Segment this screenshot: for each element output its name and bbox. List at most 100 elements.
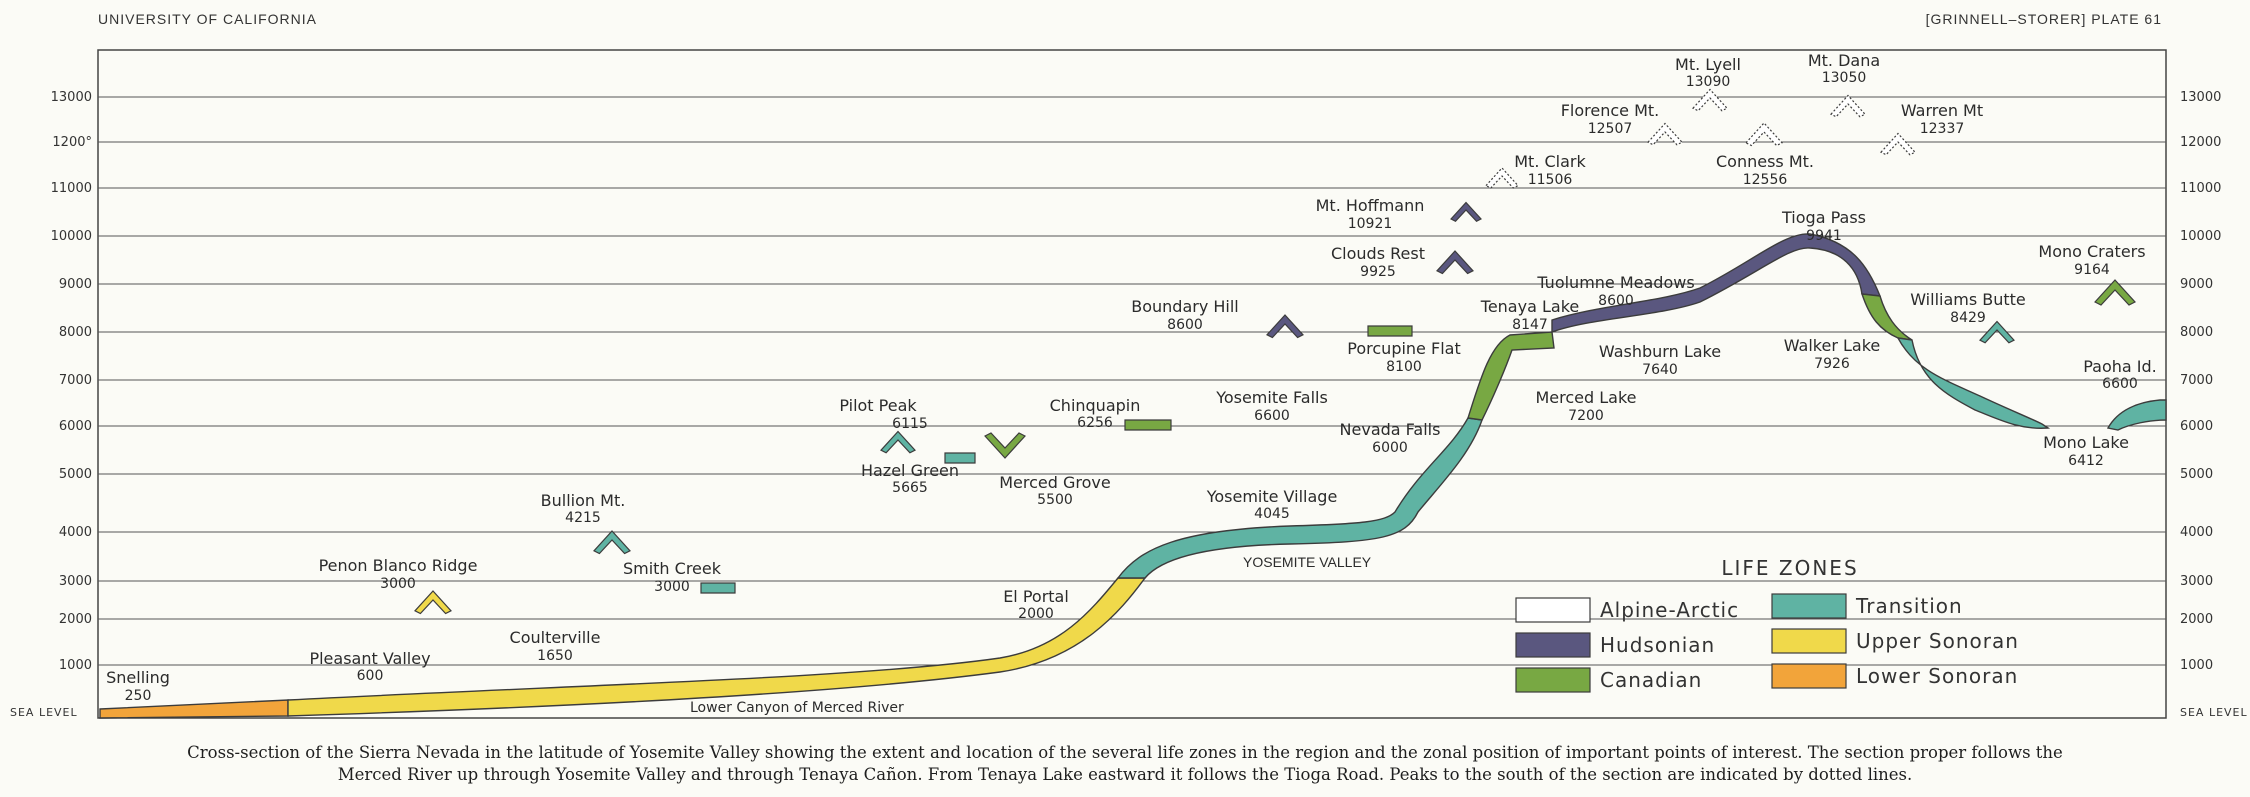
point-name-chinquapin: Chinquapin [1050,396,1141,415]
point-elevation-warren-mt: 12337 [1920,121,1965,137]
y-tick-label-right: 3000 [2180,574,2213,589]
figure-caption: Cross-section of the Sierra Nevada in th… [110,742,2140,786]
legend-swatch-canadian [1515,667,1591,693]
y-tick-label-right: 12000 [2180,135,2221,150]
legend-swatch-transition [1771,593,1847,619]
y-axis-right: SEA LEVEL 1000 2000 3000 4000 5000 6000 7000 800… [2180,90,2248,719]
marker-mt-clark [1485,167,1519,189]
marker-smith-creek [700,582,736,594]
point-name-nevada-falls: Nevada Falls [1340,420,1441,439]
y-tick-label-left: 9000 [59,277,92,292]
y-tick-label-right: 8000 [2180,325,2213,340]
y-tick-label-left: 6000 [59,419,92,434]
point-name-mt-hoffmann: Mt. Hoffmann [1316,196,1425,215]
point-elevation-mt-hoffmann: 10921 [1348,216,1393,232]
point-elevation-penon-blanco-ridge: 3000 [380,576,416,592]
header-plate-number: [GRINNELL–STORER] PLATE 61 [1925,11,2162,27]
point-name-tioga-pass: Tioga Pass [1781,208,1866,227]
lower-canyon-label: Lower Canyon of Merced River [690,700,904,716]
marker-boundary-hill [1266,314,1304,339]
point-elevation-tenaya-lake: 8147 [1512,317,1548,333]
marker-mono-craters [2094,279,2136,306]
profile-transition-paoha [2106,399,2167,431]
legend-swatch-alpine-arctic [1515,597,1591,623]
legend-label-lower-sonoran: Lower Sonoran [1856,664,2018,688]
point-elevation-florence-mt: 12507 [1588,121,1633,137]
y-tick-label-left: 3000 [59,574,92,589]
y-tick-label-right: SEA LEVEL [2180,706,2248,719]
point-name-tuolumne-meadows: Tuolumne Meadows [1536,273,1694,292]
point-name-merced-lake: Merced Lake [1535,388,1636,407]
point-name-tenaya-lake: Tenaya Lake [1480,297,1579,316]
legend-swatch-upper-sonoran [1771,628,1847,654]
marker-mt-hoffmann [1450,201,1482,222]
legend-label-upper-sonoran: Upper Sonoran [1856,629,2019,653]
point-name-washburn-lake: Washburn Lake [1599,342,1721,361]
plot-frame [97,49,2167,719]
y-tick-label-left: 2000 [59,612,92,627]
point-name-bullion-mt: Bullion Mt. [541,491,626,510]
point-elevation-walker-lake: 7926 [1814,356,1850,372]
marker-clouds-rest [1436,250,1474,275]
y-tick-label-right: 5000 [2180,467,2213,482]
profile-transition-mono [1896,337,2051,429]
point-elevation-conness-mt: 12556 [1743,172,1788,188]
point-name-pilot-peak: Pilot Peak [839,396,917,415]
marker-penon-blanco-ridge [414,590,452,615]
y-tick-label-right: 6000 [2180,419,2213,434]
y-tick-label-left: 11000 [51,181,92,196]
legend-label-canadian: Canadian [1600,668,1702,692]
caption-line-2: Merced River up through Yosemite Valley … [337,765,1913,784]
point-elevation-pleasant-valley: 600 [357,668,384,684]
point-elevation-mt-lyell: 13090 [1686,74,1731,90]
point-name-mt-clark: Mt. Clark [1514,152,1586,171]
point-name-walker-lake: Walker Lake [1784,336,1881,355]
point-name-yosemite-village: Yosemite Village [1206,487,1338,506]
point-elevation-chinquapin: 6256 [1077,415,1113,431]
point-elevation-porcupine-flat: 8100 [1386,359,1422,375]
point-elevation-washburn-lake: 7640 [1642,362,1678,378]
point-elevation-yosemite-village: 4045 [1254,506,1290,522]
point-name-paoha-id: Paoha Id. [2083,357,2157,376]
point-elevation-boundary-hill: 8600 [1167,317,1203,333]
y-tick-label-right: 7000 [2180,373,2213,388]
point-name-hazel-green: Hazel Green [861,461,959,480]
point-name-florence-mt: Florence Mt. [1561,101,1660,120]
y-tick-label-left: 4000 [59,525,92,540]
point-elevation-merced-grove: 5500 [1037,492,1073,508]
marker-hazel-green [944,452,976,464]
legend: LIFE ZONES Alpine-Arctic Hudsonian Canadian… [1515,556,2019,693]
point-elevation-nevada-falls: 6000 [1372,440,1408,456]
point-name-mono-lake: Mono Lake [2043,433,2129,452]
point-elevation-mono-lake: 6412 [2068,453,2104,469]
marker-chinquapin [1124,419,1172,431]
point-elevation-merced-lake: 7200 [1568,408,1604,424]
point-elevation-mt-dana: 13050 [1822,70,1867,86]
legend-label-hudsonian: Hudsonian [1600,633,1715,657]
marker-williams-butte [1979,320,2015,344]
point-elevation-paoha-id: 6600 [2102,376,2138,392]
point-elevation-yosemite-falls: 6600 [1254,408,1290,424]
y-tick-label-right: 10000 [2180,229,2221,244]
marker-mt-lyell [1692,88,1728,112]
legend-label-transition: Transition [1855,594,1963,618]
profile-canadian-tenaya [1467,331,1555,421]
y-tick-label-left: 8000 [59,325,92,340]
point-elevation-mt-clark: 11506 [1528,172,1573,188]
point-elevation-el-portal: 2000 [1018,606,1054,622]
profile-canadian-walker [1860,293,1913,341]
point-name-pleasant-valley: Pleasant Valley [309,649,430,668]
y-tick-label-left: 1000 [59,658,92,673]
point-name-penon-blanco-ridge: Penon Blanco Ridge [319,556,478,575]
marker-merced-grove [984,432,1026,459]
marker-porcupine-flat [1367,325,1413,337]
point-name-coulterville: Coulterville [510,628,601,647]
point-name-merced-grove: Merced Grove [999,473,1110,492]
legend-title: LIFE ZONES [1721,556,1858,580]
marker-warren-mt [1880,132,1916,156]
y-tick-label-left: 5000 [59,467,92,482]
y-tick-label-right: 2000 [2180,612,2213,627]
y-tick-label-right: 4000 [2180,525,2213,540]
marker-pilot-peak [880,430,916,454]
